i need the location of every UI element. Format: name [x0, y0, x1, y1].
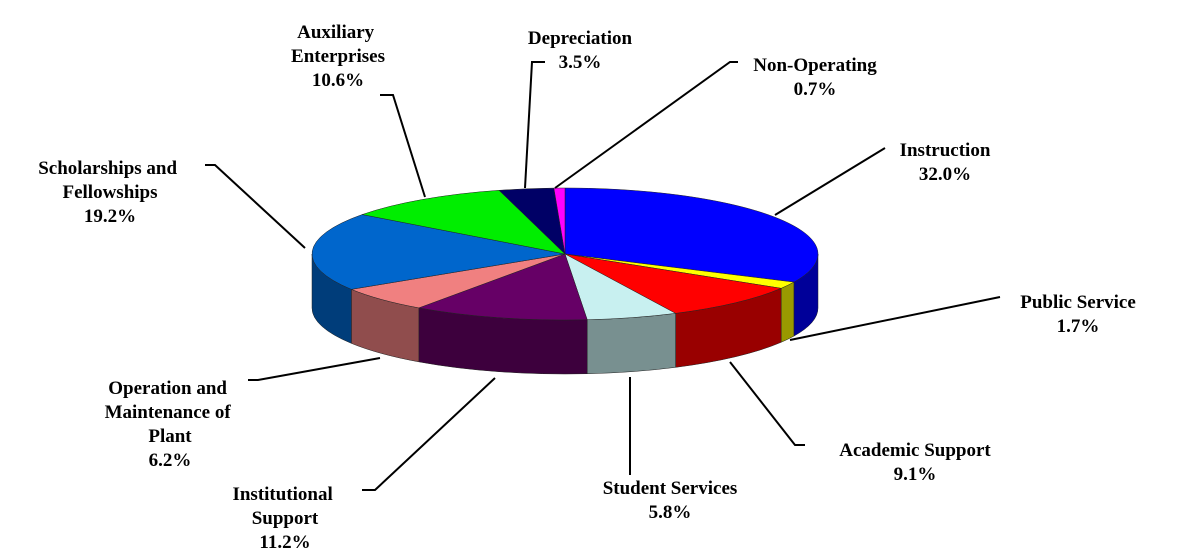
- slice-label: Academic Support: [839, 440, 991, 461]
- slice-value-label: 5.8%: [649, 502, 692, 523]
- slice: [361, 190, 566, 255]
- leader-line: [524, 61, 545, 189]
- slice-label: Depreciation: [528, 28, 633, 49]
- slice-label: Non-Operating: [753, 55, 877, 76]
- label-line: Public Service: [1020, 292, 1136, 313]
- slice-label: Instruction: [900, 140, 991, 161]
- slice-side: [780, 281, 795, 343]
- label-line: Maintenance of: [105, 402, 236, 423]
- slice-label: Scholarships and Fellowships: [38, 158, 182, 203]
- slice-label: Student Services: [603, 478, 738, 499]
- label-line: Plant: [148, 426, 192, 447]
- slice: [311, 214, 566, 290]
- label-line: Fellowships: [62, 182, 157, 203]
- slice-value-label: 3.5%: [559, 52, 602, 73]
- label-line: Support: [252, 508, 319, 529]
- label-line: Instruction: [900, 140, 991, 161]
- leader-line: [248, 357, 381, 381]
- slice-value-label: 19.2%: [84, 206, 136, 227]
- slice: [564, 253, 783, 314]
- label-line: Scholarships and: [38, 158, 182, 179]
- label-line: Depreciation: [528, 28, 633, 49]
- leader-line: [380, 94, 426, 198]
- slice: [417, 253, 588, 321]
- slice-value-label: 11.2%: [259, 532, 310, 553]
- slice-value-label: 0.7%: [794, 79, 837, 100]
- slice-label: Institutional Support: [232, 484, 337, 529]
- slice-label: Auxiliary Enterprises: [291, 22, 385, 67]
- leader-line: [789, 296, 1001, 341]
- slice-value-label: 1.7%: [1057, 316, 1100, 337]
- slice-label: Operation and Maintenance of Plant: [105, 378, 236, 447]
- label-line: Operation and: [108, 378, 232, 399]
- slice-label: Public Service: [1020, 292, 1136, 313]
- slice: [553, 187, 566, 255]
- leader-line: [774, 147, 886, 216]
- label-line: Student Services: [603, 478, 738, 499]
- label-line: Auxiliary: [297, 22, 379, 43]
- leader-line: [554, 61, 738, 189]
- label-line: Non-Operating: [753, 55, 877, 76]
- slice: [564, 187, 819, 283]
- slice-value-label: 6.2%: [149, 450, 192, 471]
- label-line: Enterprises: [291, 46, 385, 67]
- leader-line: [729, 361, 805, 446]
- slice-value-label: 10.6%: [312, 70, 364, 91]
- leader-line: [205, 164, 306, 249]
- label-line: Institutional: [232, 484, 337, 505]
- slice-value-label: 32.0%: [919, 164, 971, 185]
- slice-value-label: 9.1%: [894, 464, 937, 485]
- slice-side: [586, 313, 676, 375]
- leader-line: [362, 377, 496, 491]
- label-line: Academic Support: [839, 440, 991, 461]
